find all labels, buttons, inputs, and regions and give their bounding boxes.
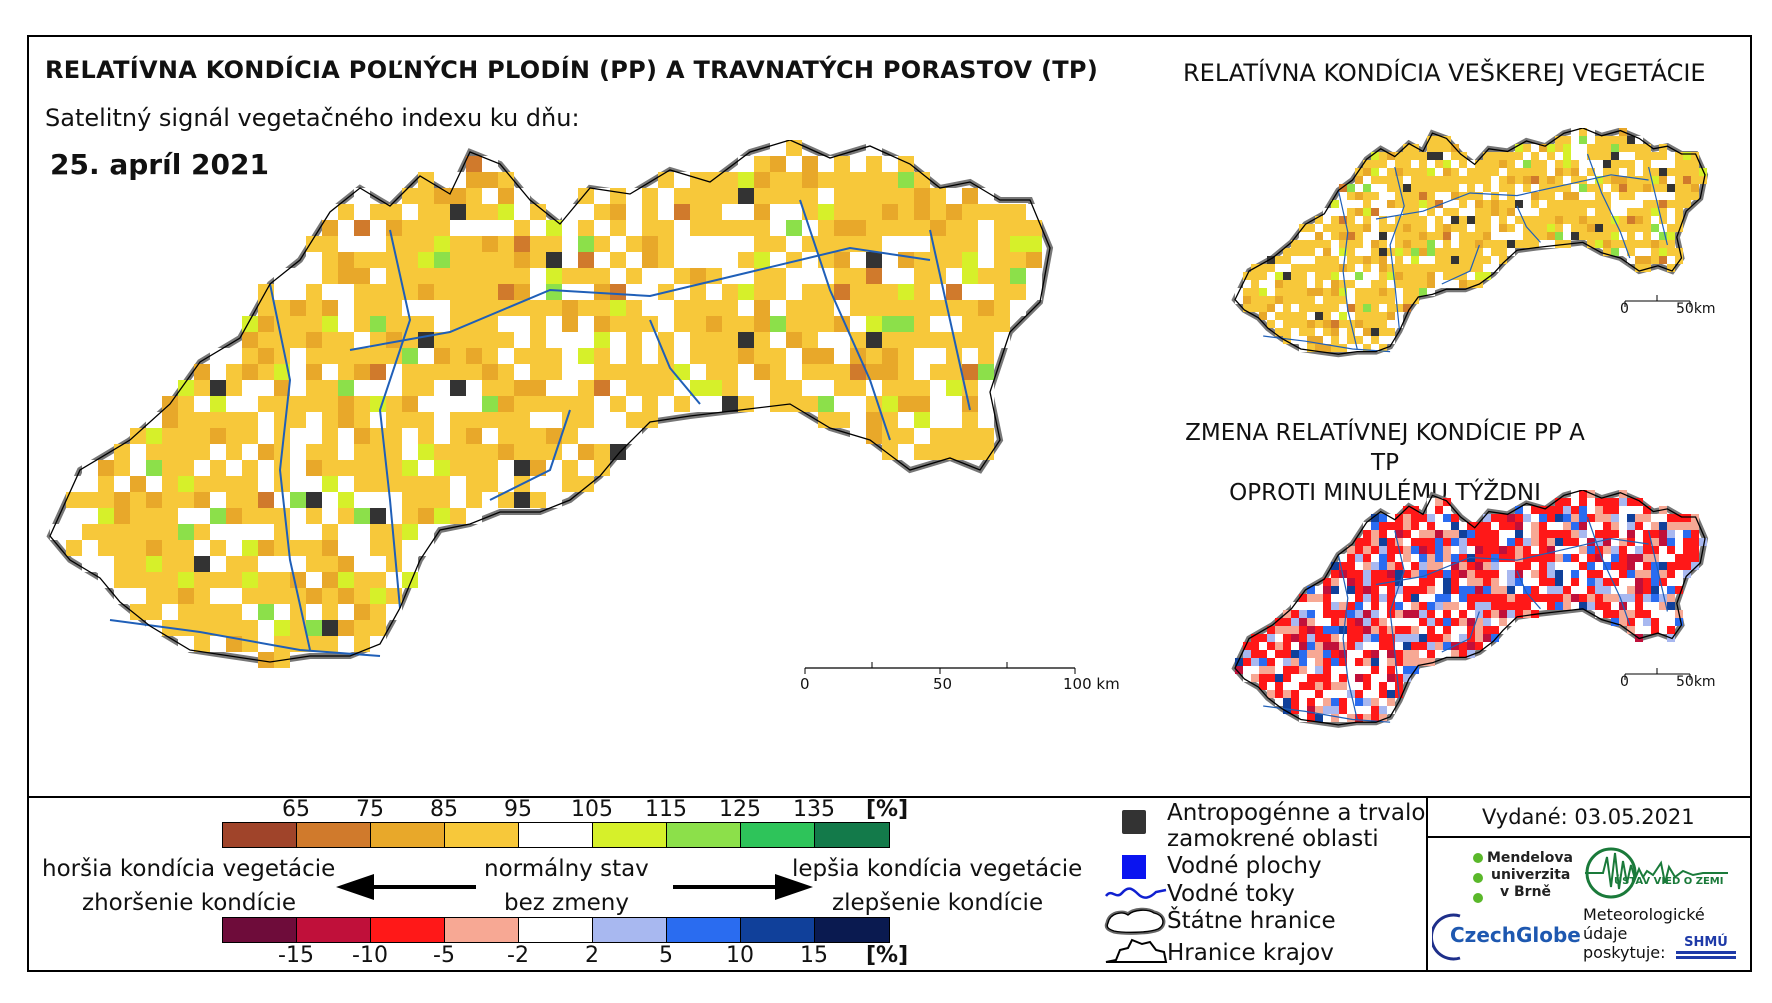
change-swatch-0	[222, 917, 298, 943]
condition-label-6: 125	[719, 797, 761, 822]
meteo-line-1: Meteorologické	[1583, 905, 1705, 924]
change-color-scale	[222, 917, 890, 943]
condition-swatch-4	[518, 822, 594, 848]
state-border-label: Štátne hranice	[1167, 908, 1336, 934]
shmu-label: SHMÚ	[1684, 935, 1728, 950]
condition-label-1: 75	[356, 797, 384, 822]
date-label: 25. apríl 2021	[50, 148, 269, 181]
better-change-label: zlepšenie kondície	[832, 890, 1044, 916]
condition-swatch-8	[814, 822, 890, 848]
water-swatch-icon	[1122, 855, 1146, 879]
czechglobe-label: CzechGlobe	[1450, 923, 1581, 947]
region-border-icon	[1105, 938, 1168, 963]
inset-veg-scale-0: 0	[1620, 301, 1629, 317]
change-swatch-7	[740, 917, 816, 943]
condition-label-0: 65	[282, 797, 310, 822]
inset-change-map	[1231, 490, 1709, 728]
condition-label-3: 95	[504, 797, 532, 822]
condition-swatch-6	[666, 822, 742, 848]
condition-label-7: 135	[793, 797, 835, 822]
rivers-label: Vodné toky	[1167, 881, 1295, 907]
change-label-0: -15	[278, 943, 314, 968]
change-swatch-2	[370, 917, 446, 943]
ustav-label: ÚSTAV VIED O ZEMI	[1614, 876, 1724, 887]
inset-change-scale-0: 0	[1620, 674, 1629, 690]
change-swatch-5	[592, 917, 668, 943]
mendel-line-1: Mendelova	[1487, 850, 1573, 866]
legend-divider	[27, 796, 1752, 798]
condition-label-4: 105	[571, 797, 613, 822]
water-areas-label: Vodné plochy	[1167, 853, 1322, 879]
inset-change-title-line1: ZMENA RELATÍVNEJ KONDÍCIE PP A TP	[1185, 420, 1585, 476]
change-label-6: 10	[726, 943, 754, 968]
change-label-7: 15	[800, 943, 828, 968]
condition-color-scale	[222, 822, 890, 848]
main-scale-label-100: 100 km	[1063, 675, 1120, 693]
change-unit: [%]	[866, 943, 909, 968]
anthropogenic-label-2: zamokrené oblasti	[1167, 826, 1379, 852]
inset-change-title-line2: OPROTI MINULÉMU TÝŽDNI	[1229, 480, 1541, 506]
worse-condition-label: horšia kondícia vegetácie	[42, 856, 336, 882]
issued-divider	[1428, 836, 1752, 838]
main-scale-bar	[804, 662, 1076, 674]
mendel-dots-icon	[1473, 853, 1483, 903]
better-condition-label: lepšia kondícia vegetácie	[792, 856, 1083, 882]
main-scale-label-50: 50	[933, 675, 953, 693]
condition-swatch-0	[222, 822, 298, 848]
condition-swatch-3	[444, 822, 520, 848]
anthropogenic-label-1: Antropogénne a trvalo	[1167, 800, 1426, 826]
condition-swatch-2	[370, 822, 446, 848]
mendel-line-3: v Brně	[1500, 884, 1552, 900]
legend-vertical-divider	[1426, 798, 1428, 972]
condition-unit: [%]	[866, 797, 909, 822]
inset-vegetation-scale-bar	[1624, 295, 1691, 307]
river-line-icon	[1105, 887, 1167, 899]
change-swatch-6	[666, 917, 742, 943]
change-label-2: -5	[433, 943, 455, 968]
shmu-logo-box: SHMÚ	[1676, 935, 1736, 963]
condition-label-5: 115	[645, 797, 687, 822]
meteo-line-3: poskytuje:	[1583, 943, 1666, 962]
inset-vegetation-map	[1231, 128, 1709, 358]
normal-state-label: normálny stav	[484, 856, 649, 882]
main-map	[46, 140, 1054, 668]
mendel-line-2: univerzita	[1491, 867, 1571, 883]
map-frame	[27, 35, 1752, 972]
ustav-seismograph-icon	[1585, 847, 1728, 899]
issued-date: Vydané: 03.05.2021	[1482, 805, 1695, 829]
change-label-5: 5	[659, 943, 673, 968]
main-scale-label-0: 0	[800, 675, 810, 693]
condition-swatch-7	[740, 822, 816, 848]
main-map-shape	[46, 140, 1054, 668]
change-swatch-4	[518, 917, 594, 943]
change-swatch-8	[814, 917, 890, 943]
page-title: RELATÍVNA KONDÍCIA POĽNÝCH PLODÍN (PP) A…	[45, 56, 1099, 84]
change-label-3: -2	[507, 943, 529, 968]
left-arrow-icon	[336, 874, 476, 900]
inset-change-scale-bar	[1624, 668, 1691, 680]
right-arrow-icon	[673, 874, 813, 900]
subtitle: Satelitný signál vegetačného indexu ku d…	[45, 104, 580, 132]
inset-veg-scale-end: 50km	[1676, 301, 1716, 317]
czechglobe-arc-icon	[1432, 913, 1461, 961]
condition-label-2: 85	[430, 797, 458, 822]
inset-change-title: ZMENA RELATÍVNEJ KONDÍCIE PP A TP OPROTI…	[1170, 418, 1600, 508]
inset-change-scale-end: 50km	[1676, 674, 1716, 690]
worse-change-label: zhoršenie kondície	[82, 890, 297, 916]
no-change-label: bez zmeny	[504, 890, 629, 916]
condition-swatch-1	[296, 822, 372, 848]
meteo-line-2: údaje	[1583, 924, 1628, 943]
change-swatch-3	[444, 917, 520, 943]
inset-vegetation-title: RELATÍVNA KONDÍCIA VEŠKEREJ VEGETÁCIE	[1183, 59, 1706, 87]
change-label-1: -10	[352, 943, 388, 968]
change-label-4: 2	[585, 943, 599, 968]
change-swatch-1	[296, 917, 372, 943]
condition-swatch-5	[592, 822, 668, 848]
anthropogenic-swatch-icon	[1122, 810, 1146, 834]
state-border-icon	[1104, 907, 1166, 935]
region-border-label: Hranice krajov	[1167, 940, 1334, 966]
